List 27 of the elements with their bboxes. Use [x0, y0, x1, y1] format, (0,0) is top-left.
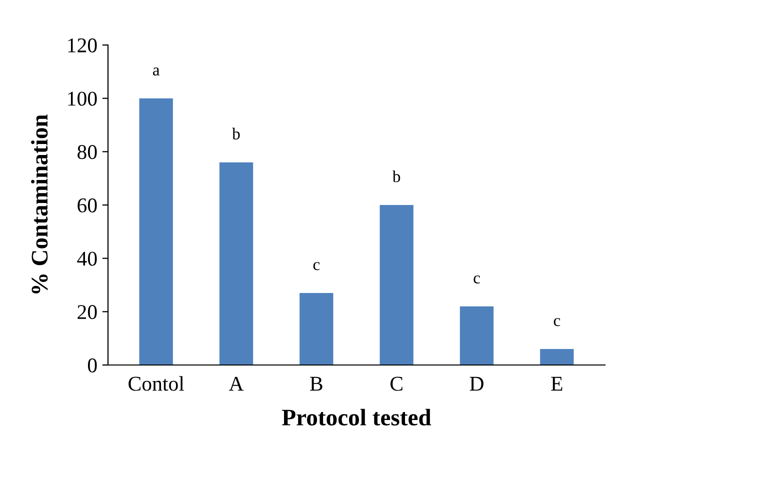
- bar: [540, 349, 574, 365]
- x-tick-label: B: [310, 376, 322, 391]
- bar: [460, 306, 494, 365]
- x-tick-label: C: [390, 376, 402, 391]
- x-axis-title: Protocol tested: [282, 408, 432, 426]
- annotation: b: [232, 128, 240, 140]
- x-tick-label: D: [470, 376, 484, 391]
- y-tick-label: 60: [78, 198, 97, 212]
- annotation: a: [152, 68, 160, 76]
- bar: [139, 98, 173, 365]
- y-tick-label: 80: [78, 145, 97, 160]
- annotation: c: [474, 275, 480, 284]
- annotation: c: [313, 262, 320, 270]
- y-tick-label: 40: [77, 252, 97, 266]
- y-axis-title: % Contamination: [31, 114, 48, 294]
- y-tick-label: 120: [68, 38, 97, 52]
- annotation: c: [554, 318, 560, 326]
- y-tick-label: 0: [88, 358, 97, 372]
- y-tick-label: 20: [78, 305, 97, 320]
- bar: [219, 162, 254, 365]
- x-tick-label: Contol: [128, 376, 184, 391]
- x-tick-label: A: [228, 376, 244, 391]
- x-tick-label: E: [551, 376, 562, 391]
- y-tick-label: 100: [68, 92, 97, 106]
- bar: [300, 293, 334, 365]
- bar: [380, 205, 414, 365]
- annotation: b: [392, 170, 400, 182]
